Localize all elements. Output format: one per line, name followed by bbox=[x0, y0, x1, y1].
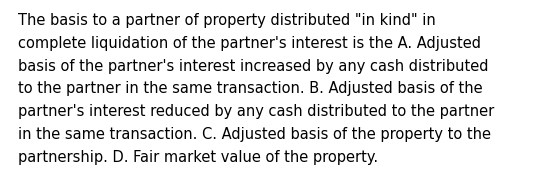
Text: basis of the partner's interest increased by any cash distributed: basis of the partner's interest increase… bbox=[18, 59, 488, 74]
Text: to the partner in the same transaction. B. Adjusted basis of the: to the partner in the same transaction. … bbox=[18, 81, 483, 96]
Text: The basis to a partner of property distributed "in kind" in: The basis to a partner of property distr… bbox=[18, 13, 436, 28]
Text: partner's interest reduced by any cash distributed to the partner: partner's interest reduced by any cash d… bbox=[18, 104, 494, 119]
Text: in the same transaction. C. Adjusted basis of the property to the: in the same transaction. C. Adjusted bas… bbox=[18, 127, 491, 142]
Text: complete liquidation of the partner's interest is the A. Adjusted: complete liquidation of the partner's in… bbox=[18, 36, 481, 51]
Text: partnership. D. Fair market value of the property.: partnership. D. Fair market value of the… bbox=[18, 150, 378, 165]
